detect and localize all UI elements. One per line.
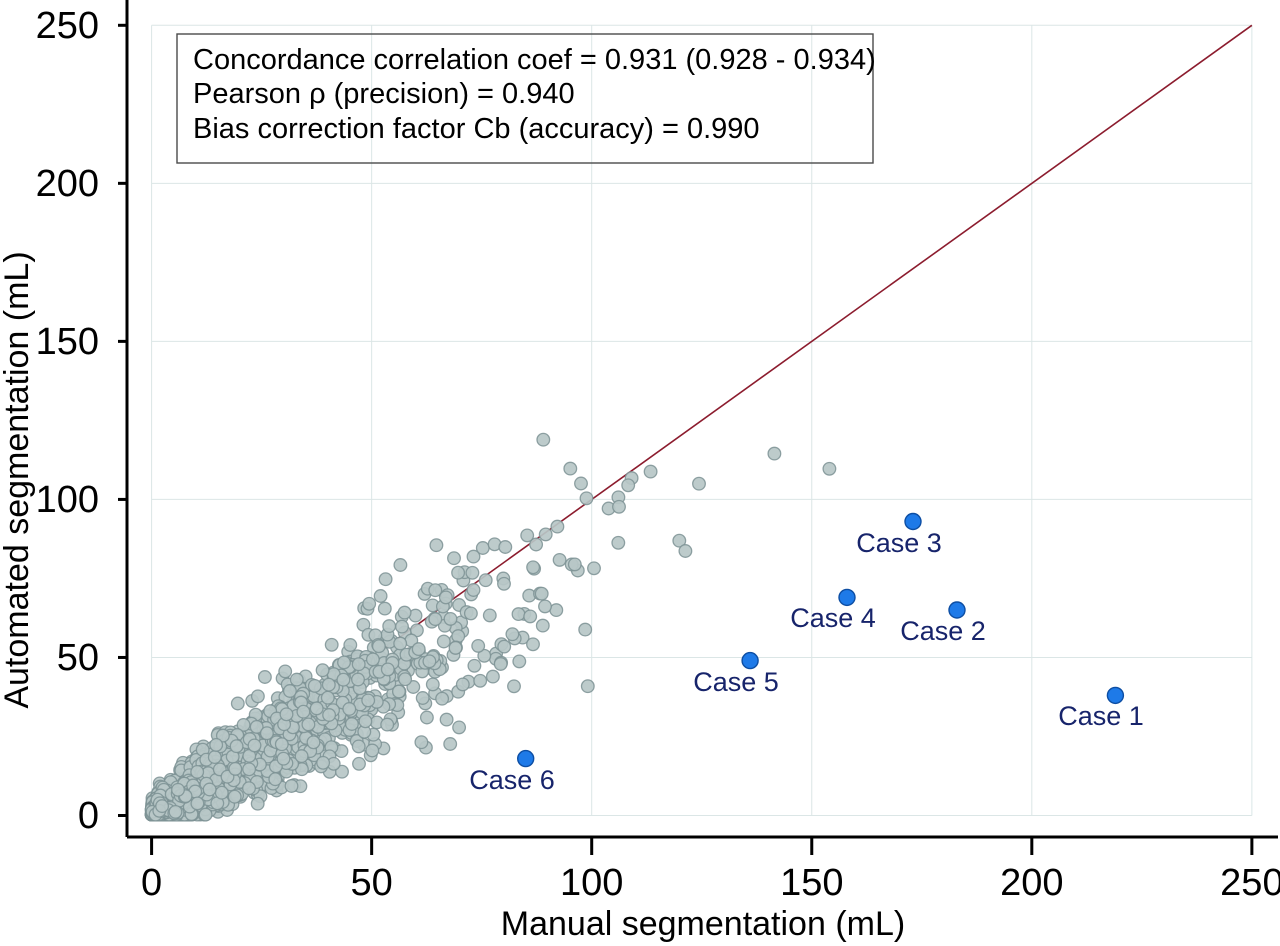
svg-text:150: 150 [780,862,843,904]
svg-text:200: 200 [1000,862,1063,904]
svg-text:250: 250 [36,5,99,47]
svg-text:Case 1: Case 1 [1058,701,1144,731]
svg-text:0: 0 [141,862,162,904]
svg-text:Bias correction factor Cb (acc: Bias correction factor Cb (accuracy) = 0… [193,113,760,145]
svg-text:Case 4: Case 4 [790,603,876,633]
svg-text:Case 6: Case 6 [469,765,555,795]
svg-text:50: 50 [57,637,99,679]
svg-text:100: 100 [560,862,623,904]
svg-text:Pearson ρ (precision) = 0.940: Pearson ρ (precision) = 0.940 [193,78,575,110]
svg-text:150: 150 [36,321,99,363]
svg-text:Manual segmentation (mL): Manual segmentation (mL) [501,905,905,943]
svg-text:Automated segmentation (mL): Automated segmentation (mL) [0,251,36,708]
svg-text:Case 3: Case 3 [856,528,942,558]
svg-text:Case 2: Case 2 [900,616,986,646]
svg-text:50: 50 [351,862,393,904]
svg-text:200: 200 [36,163,99,205]
svg-text:250: 250 [1220,862,1280,904]
svg-text:100: 100 [36,479,99,521]
svg-text:Case 5: Case 5 [693,667,779,697]
svg-text:0: 0 [78,795,99,837]
svg-text:Concordance correlation coef =: Concordance correlation coef = 0.931 (0.… [193,44,876,76]
